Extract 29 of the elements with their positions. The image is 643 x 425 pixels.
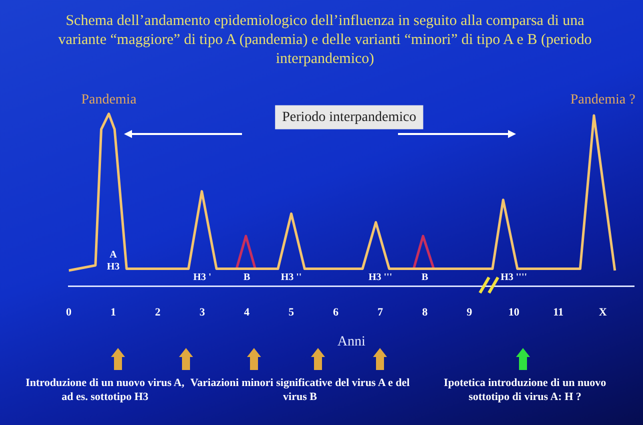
x-tick-label: 11 <box>553 306 564 318</box>
annotation: H3 '' <box>280 272 302 283</box>
x-axis-title: Anni <box>337 334 366 350</box>
text: Pandemia <box>81 92 138 108</box>
annotation: Periodo interpandemico <box>282 110 416 125</box>
x-tick-label: 2 <box>155 306 162 318</box>
x-tick-label: 10 <box>508 306 520 318</box>
x-tick-label: X <box>598 306 607 318</box>
text: Pandemia ? <box>570 92 636 108</box>
x-tick-label: 5 <box>288 306 295 318</box>
chart-title: Schema dell’andamento epidemiologico dell’influenza in seguito alla comparsa di una variante “maggiore” di tipo A (pandemia) e delle varianti “minori” di tipo A e B (periodo interpandemico) <box>57 12 593 69</box>
annotation: B <box>421 272 428 283</box>
annotation: H3 '''' <box>500 272 528 283</box>
annotation: B <box>243 272 250 283</box>
x-tick-label: 7 <box>378 306 384 318</box>
annotation: H3 ' <box>193 272 212 283</box>
annotation: H3 <box>106 262 120 273</box>
text: Variazioni minori significative del virus A e del virus B <box>190 377 410 403</box>
x-tick-label: 1 <box>110 306 116 318</box>
x-tick-label: 8 <box>422 306 428 318</box>
annotation: A <box>110 250 118 261</box>
x-tick-label: 4 <box>244 306 250 318</box>
x-tick-label: 6 <box>333 306 340 318</box>
x-tick-label: 9 <box>466 306 473 318</box>
annotation: H3 ''' <box>368 272 392 283</box>
x-tick-label: 0 <box>66 306 72 318</box>
x-tick-label: 3 <box>200 306 206 318</box>
text: Ipotetica introduzione di un nuovo sottotipo di virus A: H ? <box>442 376 608 404</box>
text: Introduzione di un nuovo virus A, ad es. sottotipo H3 <box>24 376 186 404</box>
